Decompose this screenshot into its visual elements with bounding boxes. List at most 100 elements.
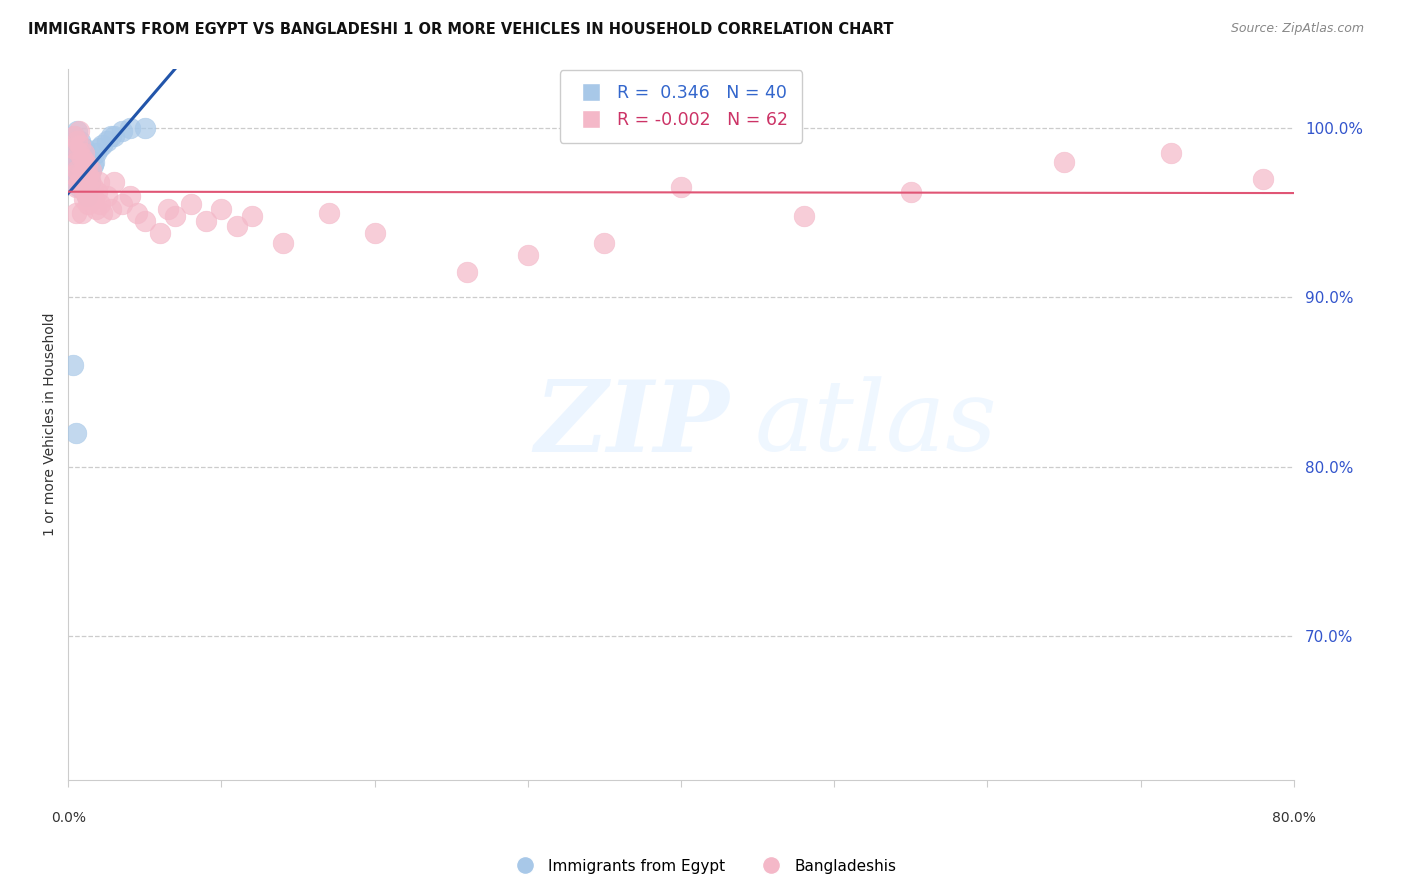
Point [62,358,84,372]
Point [66,163,89,178]
Point [63,175,86,189]
Point [89,197,111,211]
Point [134,214,156,228]
Point [66,163,89,178]
Point [84,146,107,161]
Point [1053,154,1076,169]
Point [271,235,294,250]
Legend: R =  0.346   N = 40, R = -0.002   N = 62: R = 0.346 N = 40, R = -0.002 N = 62 [560,70,801,143]
Point [70,146,93,161]
Point [67,180,90,194]
Point [100,129,122,144]
Point [79,175,101,189]
Point [65,205,87,219]
Point [118,188,141,202]
Point [318,205,340,219]
Point [70,205,93,219]
Point [70,151,93,165]
Point [67,141,90,155]
Point [82,180,104,194]
Point [67,154,90,169]
Point [96,188,118,202]
Point [69,158,91,172]
Point [67,124,90,138]
Point [80,163,103,178]
Point [100,202,122,216]
Text: 0.0%: 0.0% [51,811,86,824]
Point [60,171,83,186]
Point [69,137,91,152]
Point [156,202,179,216]
Point [240,209,263,223]
Point [149,226,172,240]
Point [79,171,101,186]
Point [363,226,385,240]
Text: atlas: atlas [755,376,997,472]
Point [62,163,84,178]
Point [82,158,104,172]
Point [62,154,84,169]
Point [65,168,87,182]
Point [103,175,125,189]
Point [75,151,97,165]
Point [76,188,98,202]
Y-axis label: 1 or more Vehicles in Household: 1 or more Vehicles in Household [44,312,58,536]
Point [90,205,112,219]
Point [65,154,87,169]
Point [65,137,87,152]
Point [72,163,94,178]
Point [593,235,616,250]
Point [90,137,112,152]
Point [72,163,94,178]
Point [87,175,110,189]
Point [195,214,218,228]
Point [66,124,89,138]
Point [69,168,91,182]
Point [67,175,90,189]
Point [66,134,89,148]
Text: 80.0%: 80.0% [1272,811,1316,824]
Point [209,202,232,216]
Point [165,209,187,223]
Point [225,219,247,233]
Point [75,154,97,169]
Point [75,185,97,199]
Point [75,180,97,194]
Point [70,180,93,194]
Point [900,185,922,199]
Point [1251,171,1274,186]
Point [83,192,105,206]
Point [111,124,134,138]
Point [793,209,815,223]
Point [63,129,86,144]
Point [67,146,90,161]
Point [180,197,202,211]
Point [669,180,692,194]
Point [66,134,89,148]
Text: ZIP: ZIP [534,376,728,473]
Point [103,129,125,144]
Point [86,185,108,199]
Point [76,188,98,202]
Point [77,197,100,211]
Point [1160,146,1182,161]
Point [83,154,105,169]
Point [84,202,107,216]
Text: IMMIGRANTS FROM EGYPT VS BANGLADESHI 1 OR MORE VEHICLES IN HOUSEHOLD CORRELATION: IMMIGRANTS FROM EGYPT VS BANGLADESHI 1 O… [28,22,894,37]
Point [76,158,98,172]
Point [76,158,98,172]
Point [69,134,91,148]
Point [96,134,118,148]
Point [134,120,156,135]
Point [72,146,94,161]
Point [111,197,134,211]
Point [77,171,100,186]
Point [118,120,141,135]
Point [63,129,86,144]
Point [65,146,87,161]
Legend: Immigrants from Egypt, Bangladeshis: Immigrants from Egypt, Bangladeshis [503,853,903,880]
Point [62,141,84,155]
Point [77,168,100,182]
Point [87,141,110,155]
Point [456,265,478,279]
